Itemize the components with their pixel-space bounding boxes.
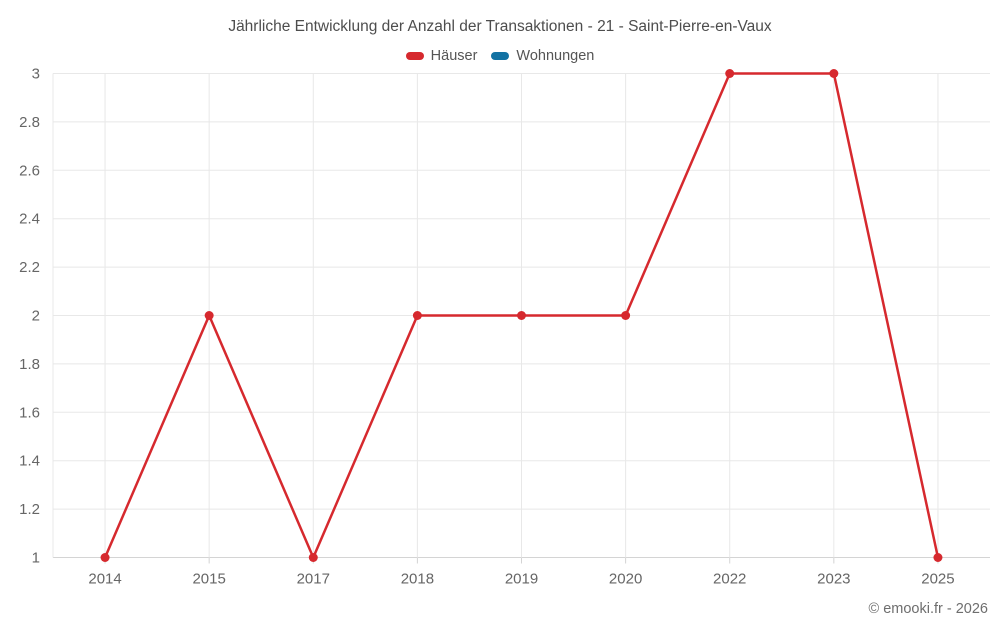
legend-item-wohnungen[interactable]: Wohnungen [491, 48, 594, 64]
y-axis-tick-label: 1.4 [19, 453, 40, 470]
y-axis-tick-label: 2.4 [19, 211, 40, 228]
y-axis-tick-label: 2.6 [19, 162, 40, 179]
legend-item-hauser[interactable]: Häuser [405, 48, 478, 64]
x-axis-tick-label: 2018 [401, 571, 434, 588]
legend-swatch-hauser-icon [405, 52, 424, 60]
y-axis-tick-label: 3 [32, 66, 40, 83]
data-point[interactable] [412, 311, 422, 320]
chart-title: Jährliche Entwicklung der Anzahl der Tra… [228, 18, 772, 35]
data-point[interactable] [829, 69, 839, 78]
data-point[interactable] [100, 553, 110, 562]
y-axis-tick-label: 2.8 [19, 114, 40, 131]
data-point[interactable] [204, 311, 214, 320]
legend-label-hauser: Häuser [430, 48, 478, 64]
legend-swatch-wohnungen-icon [491, 52, 510, 60]
x-axis-tick-label: 2015 [192, 571, 225, 588]
data-point[interactable] [933, 553, 943, 562]
x-axis-tick-label: 2022 [713, 571, 746, 588]
data-point[interactable] [725, 69, 735, 78]
data-point[interactable] [517, 311, 526, 320]
data-point[interactable] [308, 553, 318, 562]
chart-legend: Häuser Wohnungen [0, 48, 1000, 64]
y-axis-tick-label: 1.8 [19, 356, 40, 373]
copyright-credit: © emooki.fr - 2026 [868, 601, 988, 617]
legend-label-wohnungen: Wohnungen [516, 48, 595, 64]
y-axis-tick-label: 2.2 [19, 259, 40, 276]
x-axis-tick-label: 2023 [817, 571, 850, 588]
y-axis-tick-label: 1.2 [19, 501, 40, 518]
x-axis-tick-label: 2017 [297, 571, 330, 588]
y-axis-tick-label: 1 [32, 550, 40, 567]
data-point[interactable] [621, 311, 631, 320]
y-axis-tick-label: 1.6 [19, 404, 40, 421]
x-axis-tick-label: 2020 [609, 571, 642, 588]
y-axis-tick-label: 2 [32, 308, 40, 325]
x-axis-tick-label: 2019 [505, 571, 538, 588]
x-axis-tick-label: 2014 [88, 571, 121, 588]
x-axis-tick-label: 2025 [921, 571, 954, 588]
